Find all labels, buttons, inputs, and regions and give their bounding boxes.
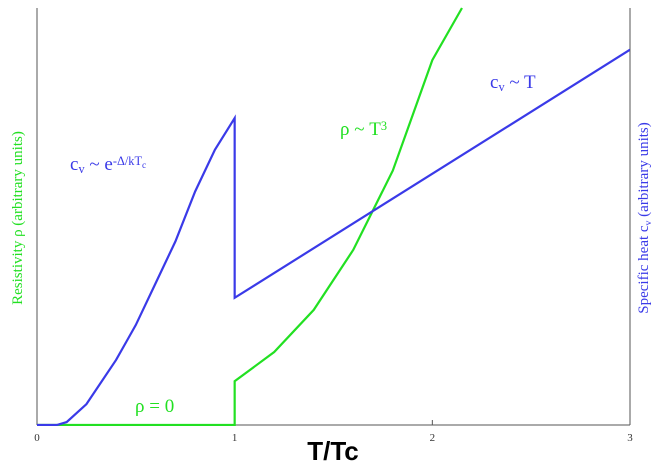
text-part: v <box>498 80 505 94</box>
x-tick-label: 1 <box>232 432 238 444</box>
text-part: v <box>78 162 85 176</box>
x-tick-label: 2 <box>430 432 436 444</box>
annotation: ρ ~ T3 <box>340 119 387 140</box>
text-part: -Δ/kT <box>113 154 143 168</box>
annotation: ρ = 0 <box>135 396 174 417</box>
y-axis-label: Resistivity ρ (arbitrary units) <box>10 131 26 305</box>
text-part: 3 <box>381 119 387 133</box>
series-line <box>37 48 630 426</box>
x-tick-label: 0 <box>34 432 40 444</box>
y2-axis-label: Specific heat cv (arbitrary units) <box>636 122 654 313</box>
text-part: ρ = 0 <box>135 396 174 417</box>
text-part: c <box>70 154 78 175</box>
series-line <box>37 7 463 426</box>
text-part: v <box>643 220 654 225</box>
x-tick-label: 3 <box>627 432 633 444</box>
text-part: ρ ~ T <box>340 119 381 140</box>
text-part: ~ e <box>85 154 113 175</box>
text-part: c <box>490 72 498 93</box>
text-part: ~ T <box>505 72 536 93</box>
text-part: Specific heat c <box>636 225 652 314</box>
annotation: cv ~ T <box>490 72 536 94</box>
x-axis-label: T/Tc <box>307 436 359 466</box>
text-part: c <box>142 161 146 171</box>
text-part: (arbitrary units) <box>636 122 652 220</box>
text-part: Resistivity ρ (arbitrary units) <box>10 131 26 305</box>
annotation: cv ~ e-Δ/kTc <box>70 154 146 176</box>
